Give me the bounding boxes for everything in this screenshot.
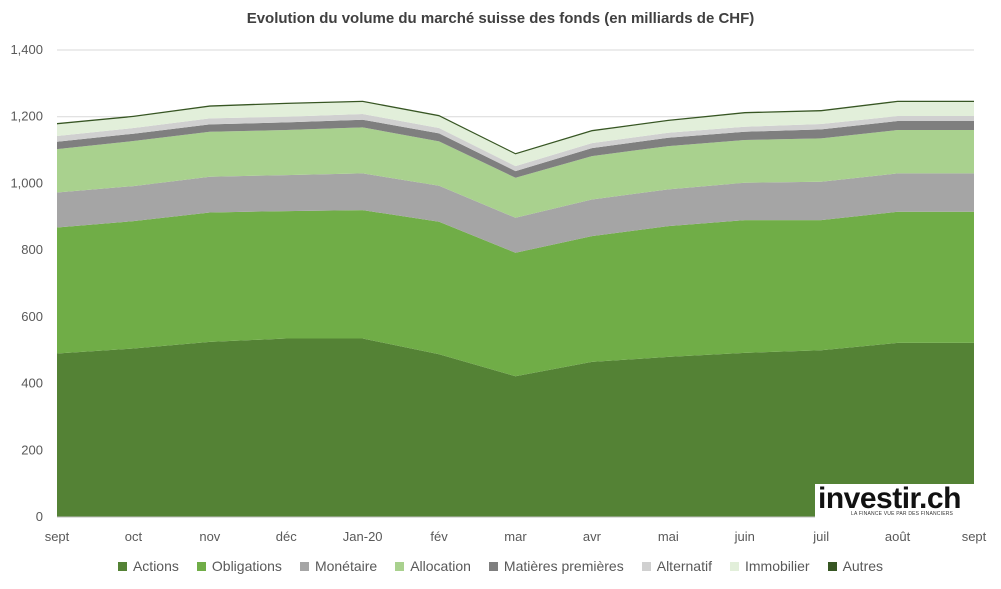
x-tick-label: mai (658, 529, 679, 544)
x-tick-label: fév (430, 529, 448, 544)
x-tick-label: oct (125, 529, 143, 544)
legend-swatch (827, 561, 837, 571)
y-tick-label: 0 (36, 509, 43, 524)
legend-item: Allocation (395, 558, 471, 574)
x-tick-label: Jan-20 (343, 529, 383, 544)
x-tick-label: nov (199, 529, 220, 544)
x-tick-label: mar (504, 529, 527, 544)
y-tick-label: 200 (21, 442, 43, 457)
legend-item: Autres (827, 558, 884, 574)
legend-swatch (488, 561, 498, 571)
y-tick-label: 800 (21, 242, 43, 257)
area-alternatif (57, 114, 974, 172)
legend-swatch (729, 561, 739, 571)
area-obligations (57, 210, 974, 377)
investir-logo: investir.ch LA FINANCE VUE PAR DES FINAN… (815, 482, 975, 518)
x-tick-label: sept (962, 529, 987, 544)
legend-label: Autres (842, 558, 884, 574)
x-tick-label: déc (276, 529, 297, 544)
axes: 0 200 400 600 800 1,000 1,200 1,400 sept oct nov dé… (10, 42, 986, 544)
legend-swatch (299, 561, 309, 571)
x-tick-label: juil (812, 529, 829, 544)
legend-label: Alternatif (656, 558, 712, 574)
legend-item: Alternatif (641, 558, 712, 574)
legend-swatch (117, 561, 127, 571)
legend: Actions Obligations Monétaire Allocation Mat… (0, 558, 1001, 574)
y-tick-label: 1,200 (10, 109, 43, 124)
legend-label: Immobilier (744, 558, 810, 574)
logo-text: investir.ch (818, 482, 961, 515)
legend-item: Actions (117, 558, 179, 574)
x-tick-label: sept (45, 529, 70, 544)
legend-swatch (395, 561, 405, 571)
y-tick-label: 1,400 (10, 42, 43, 57)
legend-label: Allocation (410, 558, 471, 574)
stacked-area-chart: 0 200 400 600 800 1,000 1,200 1,400 sept oct nov dé… (10, 42, 986, 544)
legend-item: Immobilier (729, 558, 810, 574)
y-tick-label: 600 (21, 309, 43, 324)
x-tick-label: avr (583, 529, 602, 544)
x-tick-label: juin (734, 529, 755, 544)
legend-item: Monétaire (299, 558, 378, 574)
area-immobilier (57, 102, 974, 167)
legend-label: Obligations (211, 558, 282, 574)
legend-label: Actions (132, 558, 179, 574)
legend-label: Monétaire (314, 558, 378, 574)
logo-tagline: LA FINANCE VUE PAR DES FINANCIERS (851, 511, 954, 517)
legend-label: Matières premières (503, 558, 624, 574)
area-allocation (57, 127, 974, 218)
area-series (57, 100, 974, 517)
legend-item: Matières premières (488, 558, 624, 574)
y-tick-label: 1,000 (10, 175, 43, 190)
area-actions (57, 338, 974, 517)
legend-swatch (196, 561, 206, 571)
y-tick-label: 400 (21, 376, 43, 391)
legend-swatch (641, 561, 651, 571)
chart-title: Evolution du volume du marché suisse des… (246, 10, 755, 27)
area-matieres-premieres (57, 119, 974, 178)
legend-item: Obligations (196, 558, 282, 574)
area-monetaire (57, 173, 974, 253)
x-tick-label: août (885, 529, 911, 544)
